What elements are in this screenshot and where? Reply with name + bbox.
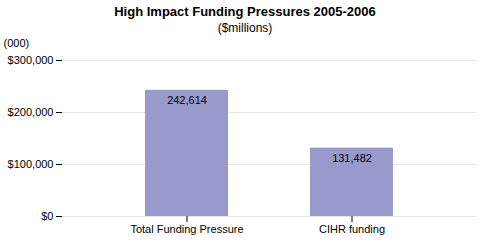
svg-text:$0: $0 — [41, 210, 53, 222]
svg-text:$100,000: $100,000 — [8, 158, 54, 170]
svg-text:CIHR funding: CIHR funding — [319, 223, 385, 235]
html-text:High Impact Funding Pressures: High Impact Funding Pressures 2005-2006 — [114, 4, 376, 19]
svg-text:242,614: 242,614 — [167, 94, 207, 106]
svg-text:$300,000: $300,000 — [8, 54, 54, 66]
html-text:($millions): ($millions) — [217, 21, 273, 35]
svg-text:Total Funding Pressure: Total Funding Pressure — [130, 223, 243, 235]
svg-text:(000): (000) — [4, 37, 30, 49]
svg-text:$200,000: $200,000 — [8, 106, 54, 118]
svg-text:131,482: 131,482 — [332, 152, 372, 164]
